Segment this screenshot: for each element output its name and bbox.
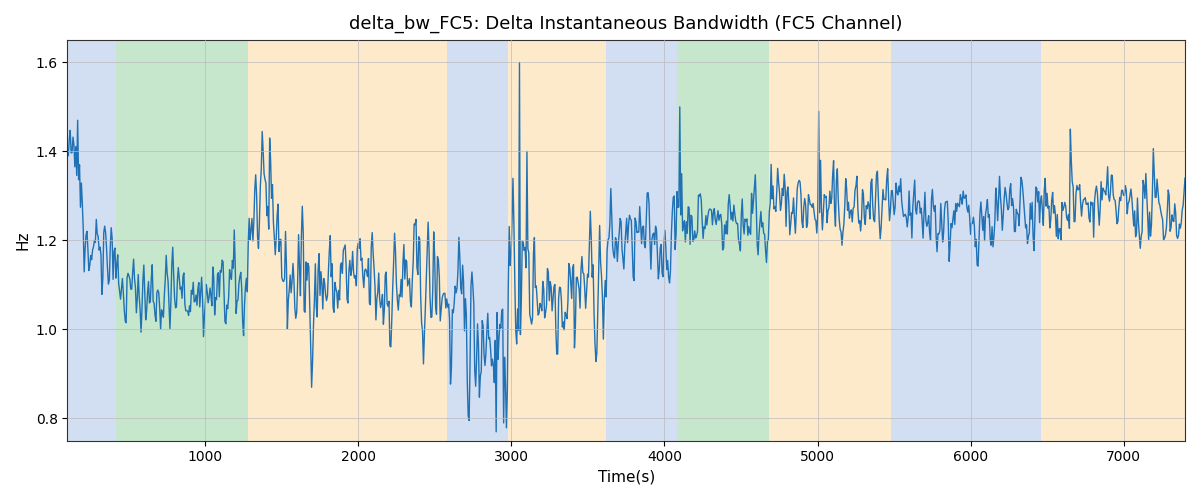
Bar bbox=[768, 40, 892, 440]
Title: delta_bw_FC5: Delta Instantaneous Bandwidth (FC5 Channel): delta_bw_FC5: Delta Instantaneous Bandwi… bbox=[349, 15, 902, 34]
X-axis label: Time(s): Time(s) bbox=[598, 470, 655, 485]
Y-axis label: Hz: Hz bbox=[16, 230, 30, 250]
Bar bbox=[677, 40, 768, 440]
Bar bbox=[892, 40, 1042, 440]
Bar bbox=[67, 40, 116, 440]
Bar bbox=[248, 40, 448, 440]
Bar bbox=[509, 40, 606, 440]
Bar bbox=[448, 40, 509, 440]
Bar bbox=[116, 40, 248, 440]
Bar bbox=[606, 40, 677, 440]
Bar bbox=[1042, 40, 1184, 440]
